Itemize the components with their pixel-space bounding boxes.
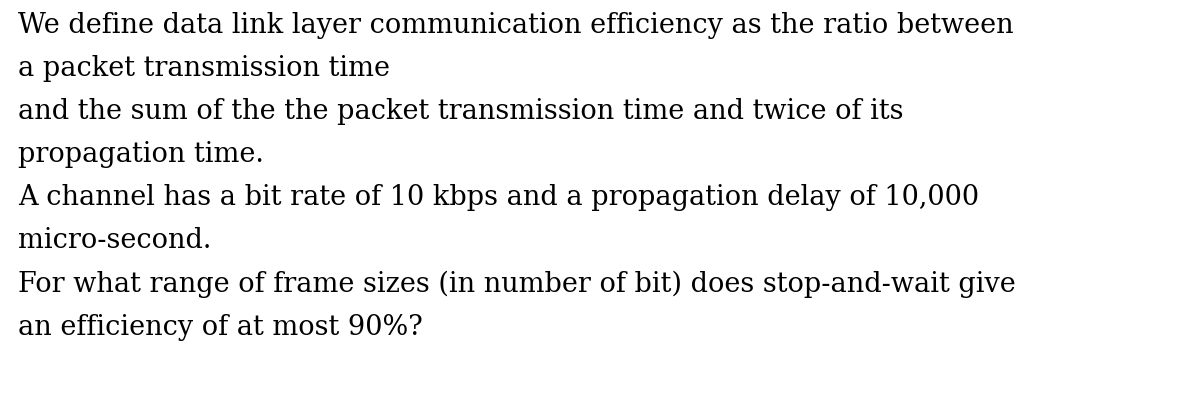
Text: an efficiency of at most 90%?: an efficiency of at most 90%? [18,314,422,341]
Text: a packet transmission time: a packet transmission time [18,55,390,82]
Text: micro-second.: micro-second. [18,227,211,255]
Text: For what range of frame sizes (in number of bit) does stop-and-wait give: For what range of frame sizes (in number… [18,271,1015,298]
Text: We define data link layer communication efficiency as the ratio between: We define data link layer communication … [18,12,1014,39]
Text: A channel has a bit rate of 10 kbps and a propagation delay of 10,000: A channel has a bit rate of 10 kbps and … [18,184,979,211]
Text: and the sum of the the packet transmission time and twice of its: and the sum of the the packet transmissi… [18,98,904,125]
Text: propagation time.: propagation time. [18,141,264,168]
